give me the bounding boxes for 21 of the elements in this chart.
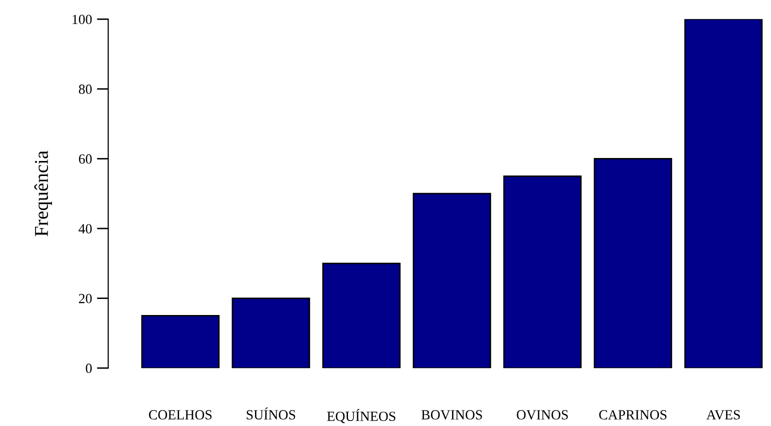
x-tick-label: CAPRINOS	[599, 410, 666, 420]
x-tick-label: COELHOS	[148, 410, 212, 420]
y-tick-label: 100	[72, 14, 92, 24]
x-tick-label: SUÍNOS	[246, 407, 296, 420]
bar	[141, 315, 220, 368]
y-axis-title: Frequência	[34, 150, 52, 236]
x-tick-label: AVES	[706, 410, 740, 420]
x-tick-label: EQUÍNEOS	[327, 409, 396, 424]
x-tick-label: BOVINOS	[421, 410, 482, 420]
bar	[594, 158, 672, 368]
y-tick-label: 0	[86, 364, 92, 374]
y-tick-label: 20	[78, 294, 92, 304]
y-tick-label: 80	[78, 84, 92, 94]
y-tick-label: 40	[78, 224, 92, 234]
bar	[503, 175, 582, 368]
y-tick-label: 60	[78, 154, 92, 164]
bar	[232, 298, 310, 368]
bar	[412, 192, 492, 368]
x-tick-label: OVINOS	[516, 410, 568, 420]
bar	[322, 262, 401, 368]
bar	[684, 19, 763, 368]
